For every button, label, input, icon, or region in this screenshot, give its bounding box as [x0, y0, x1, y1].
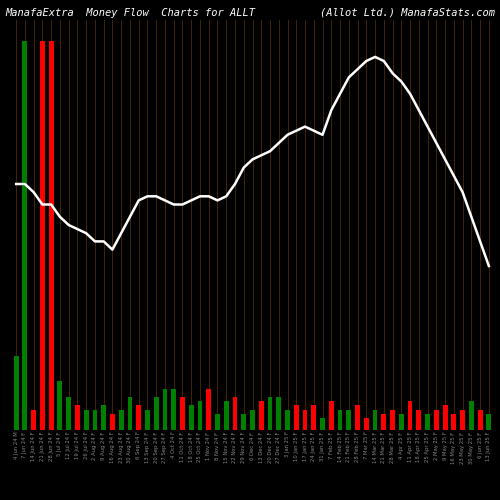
Bar: [320, 418, 325, 430]
Bar: [232, 397, 237, 430]
Bar: [364, 418, 368, 430]
Bar: [128, 397, 132, 430]
Bar: [355, 406, 360, 430]
Bar: [382, 414, 386, 430]
Bar: [268, 397, 272, 430]
Text: ManafaExtra  Money Flow  Charts for ALLT: ManafaExtra Money Flow Charts for ALLT: [5, 8, 255, 18]
Bar: [58, 381, 62, 430]
Bar: [285, 410, 290, 430]
Bar: [154, 397, 158, 430]
Bar: [259, 402, 264, 430]
Bar: [372, 410, 378, 430]
Bar: [48, 40, 54, 430]
Bar: [102, 406, 106, 430]
Bar: [145, 410, 150, 430]
Bar: [338, 410, 342, 430]
Bar: [110, 414, 115, 430]
Bar: [390, 410, 395, 430]
Bar: [294, 406, 298, 430]
Bar: [425, 414, 430, 430]
Bar: [75, 406, 80, 430]
Bar: [136, 406, 141, 430]
Bar: [460, 410, 465, 430]
Bar: [66, 397, 71, 430]
Bar: [329, 402, 334, 430]
Bar: [84, 410, 88, 430]
Bar: [224, 402, 228, 430]
Text: (Allot Ltd.) ManafaStats.com: (Allot Ltd.) ManafaStats.com: [320, 8, 495, 18]
Bar: [250, 410, 255, 430]
Bar: [40, 40, 45, 430]
Bar: [14, 356, 18, 430]
Bar: [276, 397, 281, 430]
Bar: [442, 406, 448, 430]
Bar: [469, 402, 474, 430]
Bar: [408, 402, 412, 430]
Bar: [486, 414, 492, 430]
Bar: [452, 414, 456, 430]
Bar: [215, 414, 220, 430]
Bar: [92, 410, 98, 430]
Bar: [119, 410, 124, 430]
Bar: [22, 40, 28, 430]
Bar: [198, 402, 202, 430]
Bar: [206, 389, 211, 430]
Bar: [478, 410, 482, 430]
Bar: [434, 410, 439, 430]
Bar: [416, 410, 421, 430]
Bar: [180, 397, 185, 430]
Bar: [172, 389, 176, 430]
Bar: [346, 410, 351, 430]
Bar: [189, 406, 194, 430]
Bar: [31, 410, 36, 430]
Bar: [302, 410, 308, 430]
Bar: [312, 406, 316, 430]
Bar: [162, 389, 168, 430]
Bar: [242, 414, 246, 430]
Bar: [399, 414, 404, 430]
